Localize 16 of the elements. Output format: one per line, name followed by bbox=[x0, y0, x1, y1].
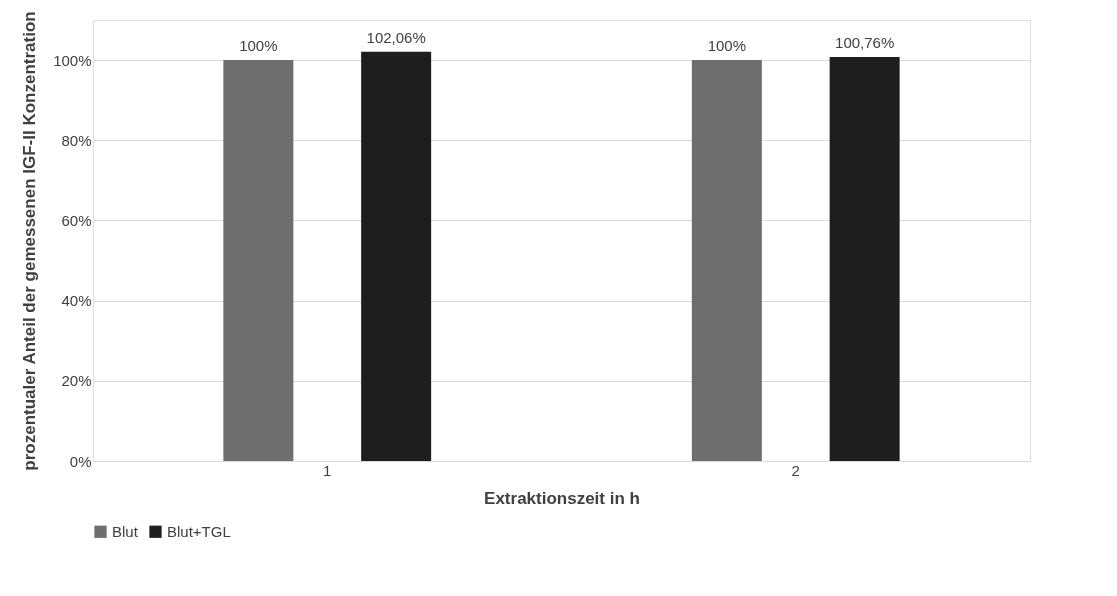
y-tick-label: 100% bbox=[53, 51, 92, 69]
y-tick-label: 80% bbox=[61, 131, 92, 149]
legend-label: Blut+TGL bbox=[167, 522, 231, 540]
data-label: 100% bbox=[239, 37, 278, 55]
legend-label: Blut bbox=[112, 522, 139, 540]
data-label: 100,76% bbox=[835, 34, 895, 52]
y-tick-label: 20% bbox=[61, 372, 92, 390]
x-tick-label: 2 bbox=[791, 461, 800, 479]
y-axis-title: prozentualer Anteil der gemessenen IGF-II Konzentration bbox=[20, 11, 40, 471]
y-tick-label: 60% bbox=[61, 211, 92, 229]
x-axis-title: Extraktionszeit in h bbox=[484, 488, 640, 508]
data-label: 102,06% bbox=[366, 28, 426, 46]
x-tick-label: 1 bbox=[323, 461, 332, 479]
y-tick-label: 0% bbox=[69, 452, 92, 470]
y-tick-label: 40% bbox=[61, 292, 92, 310]
data-label: 100% bbox=[707, 37, 747, 55]
